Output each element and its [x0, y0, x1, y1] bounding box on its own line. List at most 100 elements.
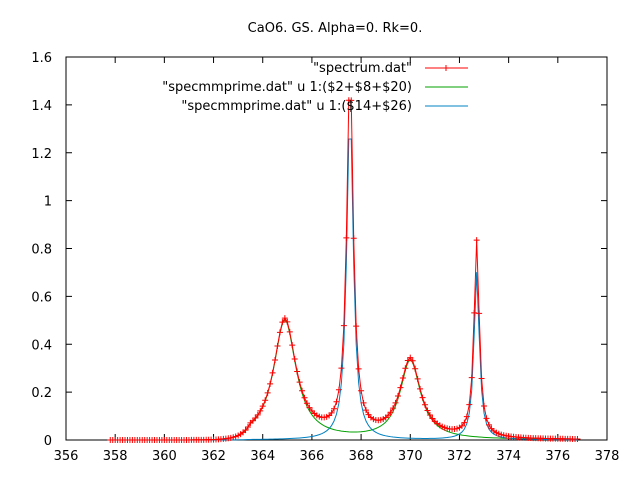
- data-point: [328, 409, 335, 416]
- data-point: [355, 365, 362, 372]
- data-point: [286, 328, 293, 335]
- data-point: [363, 407, 370, 414]
- series-line-2: [110, 138, 578, 441]
- x-tick-label: 370: [398, 449, 423, 464]
- data-point: [254, 411, 261, 418]
- data-point: [387, 409, 394, 416]
- data-point: [409, 357, 416, 364]
- data-point: [291, 355, 298, 362]
- x-tick-label: 372: [447, 449, 472, 464]
- data-point: [301, 394, 308, 401]
- data-point: [274, 342, 281, 349]
- data-point: [414, 375, 421, 382]
- data-point: [289, 342, 296, 349]
- data-point: [473, 237, 480, 244]
- data-point: [468, 374, 475, 381]
- data-point: [306, 404, 313, 411]
- chart-title: CaO6. GS. Alpha=0. Rk=0.: [248, 21, 423, 36]
- data-point: [264, 389, 271, 396]
- data-point: [417, 385, 424, 392]
- data-point: [481, 402, 488, 409]
- x-tick-label: 360: [152, 449, 177, 464]
- data-point: [399, 374, 406, 381]
- data-point: [394, 393, 401, 400]
- data-point: [424, 407, 431, 414]
- data-point: [412, 365, 419, 372]
- data-point: [485, 421, 492, 428]
- x-tick-label: 356: [54, 449, 79, 464]
- data-point: [350, 235, 357, 242]
- data-point: [269, 369, 276, 376]
- data-point: [390, 405, 397, 412]
- data-point: [343, 234, 350, 241]
- x-tick-label: 378: [595, 449, 620, 464]
- data-point: [333, 398, 340, 405]
- y-tick-label: 1.6: [31, 51, 52, 66]
- data-point: [244, 424, 251, 431]
- x-tick-label: 362: [201, 449, 226, 464]
- x-tick-label: 366: [299, 449, 324, 464]
- data-point: [242, 427, 249, 434]
- data-point: [335, 386, 342, 393]
- y-tick-label: 0.2: [31, 386, 52, 401]
- data-point: [478, 375, 485, 382]
- data-point: [348, 97, 355, 104]
- data-point: [426, 411, 433, 418]
- data-point: [392, 399, 399, 406]
- data-point: [402, 365, 409, 372]
- series-layer: [107, 97, 581, 443]
- x-tick-label: 376: [545, 449, 570, 464]
- data-point: [407, 354, 414, 361]
- data-point: [353, 323, 360, 330]
- y-tick-label: 0.6: [31, 290, 52, 305]
- data-point: [294, 368, 301, 375]
- data-point: [262, 397, 269, 404]
- legend-label: "specmmprime.dat" u 1:($14+$26): [181, 99, 412, 114]
- data-point: [476, 310, 483, 317]
- plot-frame: [65, 56, 608, 441]
- legend: "spectrum.dat" "specmmprime.dat" u 1:($2+…: [162, 61, 468, 114]
- y-tick-label: 1.2: [31, 147, 52, 162]
- data-point: [385, 412, 392, 419]
- data-point: [331, 405, 338, 412]
- data-point: [338, 365, 345, 372]
- data-point: [422, 401, 429, 408]
- axis-ticks: 356 358 360 362 364 366 368 370 372 374 376 378 0 0.2…: [31, 51, 619, 464]
- data-point: [252, 415, 259, 422]
- series-line-0: [110, 99, 578, 441]
- y-tick-label: 1: [44, 195, 52, 210]
- data-point: [296, 379, 303, 386]
- data-point: [419, 394, 426, 401]
- legend-label: "specmmprime.dat" u 1:($2+$8+$20): [162, 80, 412, 95]
- data-point: [267, 380, 274, 387]
- data-point: [458, 422, 465, 429]
- y-tick-label: 0.4: [31, 338, 52, 353]
- y-tick-label: 1.4: [31, 99, 52, 114]
- legend-marker: [443, 65, 449, 71]
- legend-label: "spectrum.dat": [313, 61, 412, 76]
- data-point: [281, 315, 288, 322]
- data-point: [463, 413, 470, 420]
- y-tick-label: 0: [44, 434, 52, 449]
- data-point: [340, 322, 347, 329]
- data-point: [574, 436, 581, 443]
- x-tick-label: 364: [250, 449, 275, 464]
- data-point: [259, 403, 266, 410]
- data-point: [303, 400, 310, 407]
- data-point: [461, 419, 468, 426]
- data-point: [358, 387, 365, 394]
- data-point: [299, 387, 306, 394]
- data-point: [276, 329, 283, 336]
- y-tick-label: 0.8: [31, 243, 52, 258]
- data-point: [466, 401, 473, 408]
- data-point: [257, 407, 264, 414]
- data-point: [483, 415, 490, 422]
- data-point: [397, 384, 404, 391]
- x-tick-label: 374: [496, 449, 521, 464]
- data-point: [272, 357, 279, 364]
- x-tick-label: 358: [103, 449, 128, 464]
- data-point: [284, 318, 291, 325]
- x-tick-label: 368: [349, 449, 374, 464]
- data-point: [360, 399, 367, 406]
